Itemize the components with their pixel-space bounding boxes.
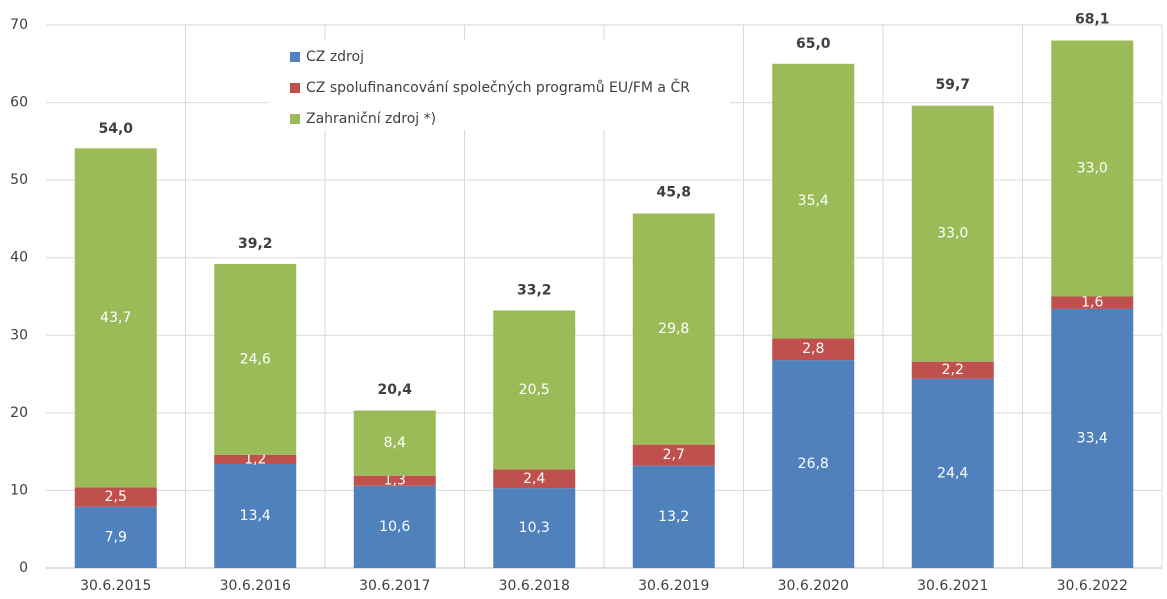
bar-segment bbox=[493, 469, 576, 489]
bar-segment bbox=[1051, 40, 1134, 297]
total-label: 20,4 bbox=[377, 382, 412, 398]
value-label: 26,8 bbox=[798, 456, 829, 472]
value-label: 29,8 bbox=[658, 321, 689, 337]
bar-segment bbox=[911, 361, 994, 379]
x-tick-label: 30.6.2016 bbox=[220, 578, 291, 594]
x-tick-label: 30.6.2019 bbox=[638, 578, 709, 594]
value-label: 10,6 bbox=[379, 519, 410, 535]
total-label: 39,2 bbox=[238, 236, 273, 252]
legend-label: CZ zdroj bbox=[306, 49, 364, 65]
x-tick-label: 30.6.2017 bbox=[359, 578, 430, 594]
value-label: 8,4 bbox=[384, 435, 406, 451]
value-label: 33,0 bbox=[937, 226, 968, 242]
y-tick-label: 40 bbox=[10, 250, 28, 266]
bar-segment bbox=[353, 475, 436, 486]
y-tick-label: 60 bbox=[10, 95, 28, 111]
value-label: 35,4 bbox=[798, 193, 829, 209]
legend-swatch bbox=[290, 83, 300, 93]
bar-segment bbox=[353, 410, 436, 476]
legend-swatch bbox=[290, 114, 300, 124]
value-label: 1,3 bbox=[384, 473, 406, 489]
bar-segment bbox=[772, 360, 855, 568]
bar-segment bbox=[632, 465, 715, 568]
bar-segment bbox=[493, 488, 576, 568]
value-label: 2,7 bbox=[663, 447, 685, 463]
bar-segment bbox=[632, 444, 715, 466]
y-tick-label: 0 bbox=[19, 560, 28, 576]
total-label: 68,1 bbox=[1075, 12, 1110, 28]
bar-segment bbox=[1051, 308, 1134, 568]
value-label: 1,2 bbox=[244, 451, 266, 467]
value-label: 13,2 bbox=[658, 509, 689, 525]
bar-segment bbox=[911, 378, 994, 568]
bar-segment bbox=[214, 263, 297, 455]
bar-segment bbox=[772, 63, 855, 339]
x-tick-label: 30.6.2020 bbox=[778, 578, 849, 594]
legend-label: CZ spolufinancování společných programů … bbox=[306, 78, 690, 96]
value-label: 33,0 bbox=[1077, 161, 1108, 177]
value-label: 24,4 bbox=[937, 465, 968, 481]
bar-segment bbox=[1051, 296, 1134, 309]
bar-segment bbox=[214, 464, 297, 568]
x-tick-label: 30.6.2018 bbox=[499, 578, 570, 594]
value-label: 2,5 bbox=[105, 489, 127, 505]
value-label: 13,4 bbox=[240, 508, 271, 524]
bar-segment bbox=[74, 506, 157, 568]
bar-segment bbox=[74, 487, 157, 507]
value-label: 2,4 bbox=[523, 471, 545, 487]
value-label: 2,2 bbox=[942, 362, 964, 378]
value-label: 43,7 bbox=[100, 310, 131, 326]
bar-segment bbox=[214, 454, 297, 465]
legend-swatch bbox=[290, 52, 300, 62]
bar-segment bbox=[632, 213, 715, 445]
total-label: 65,0 bbox=[796, 36, 831, 52]
y-tick-label: 20 bbox=[10, 405, 28, 421]
total-label: 45,8 bbox=[656, 185, 691, 201]
y-tick-label: 50 bbox=[10, 172, 28, 188]
total-label: 33,2 bbox=[517, 282, 552, 298]
bar-segment bbox=[911, 105, 994, 362]
value-label: 1,6 bbox=[1081, 295, 1103, 311]
legend-label: Zahraniční zdroj *) bbox=[306, 111, 436, 127]
bar-segment bbox=[772, 338, 855, 361]
bar-segment bbox=[353, 485, 436, 568]
value-label: 2,8 bbox=[802, 341, 824, 357]
y-tick-label: 70 bbox=[10, 17, 28, 33]
value-label: 20,5 bbox=[519, 382, 550, 398]
y-tick-label: 30 bbox=[10, 327, 28, 343]
value-label: 24,6 bbox=[240, 351, 271, 367]
total-label: 59,7 bbox=[935, 77, 970, 93]
x-tick-label: 30.6.2015 bbox=[80, 578, 151, 594]
bar-segment bbox=[74, 148, 157, 488]
legend-box bbox=[268, 40, 730, 130]
total-label: 54,0 bbox=[98, 121, 133, 137]
bar-segment bbox=[493, 310, 576, 470]
value-label: 33,4 bbox=[1077, 430, 1108, 446]
x-tick-label: 30.6.2022 bbox=[1057, 578, 1128, 594]
value-label: 10,3 bbox=[519, 520, 550, 536]
value-label: 7,9 bbox=[105, 529, 127, 545]
y-tick-label: 10 bbox=[10, 482, 28, 498]
x-tick-label: 30.6.2021 bbox=[917, 578, 988, 594]
